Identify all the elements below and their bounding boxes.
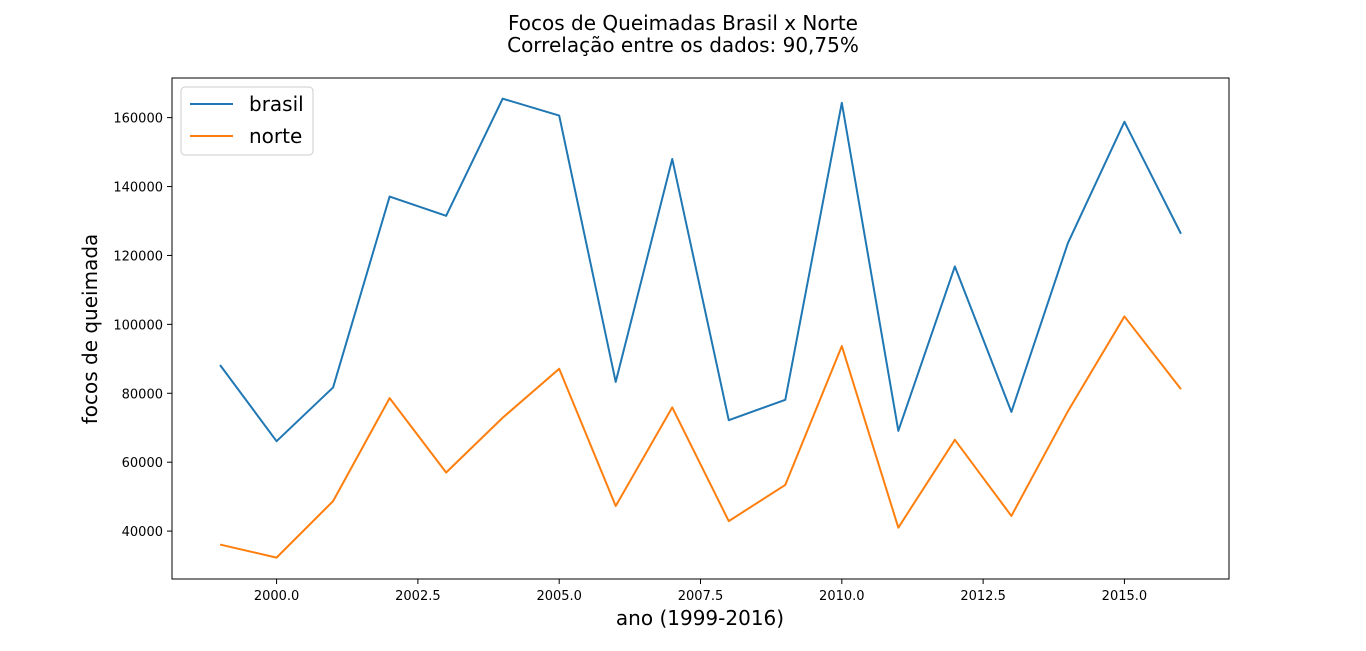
x-tick-label: 2005.0 xyxy=(536,589,582,604)
x-tick-label: 2002.5 xyxy=(395,589,441,604)
y-tick-label: 60000 xyxy=(122,456,163,471)
series-line-norte xyxy=(219,315,1182,559)
x-tick-label: 2010.0 xyxy=(819,589,865,604)
x-tick-label: 2000.0 xyxy=(254,589,300,604)
y-axis-ticks: 40000 60000 80000 100000 120000 140000 160000 xyxy=(113,112,172,540)
series-line-brasil xyxy=(219,97,1182,443)
y-tick-label: 100000 xyxy=(113,318,163,333)
y-axis-title: focos de queimada xyxy=(78,234,102,425)
y-tick-label: 80000 xyxy=(122,387,163,402)
y-tick-label: 160000 xyxy=(113,112,163,127)
x-tick-label: 2007.5 xyxy=(678,589,724,604)
x-tick-label: 2012.5 xyxy=(960,589,1006,604)
y-tick-label: 140000 xyxy=(113,181,163,196)
y-tick-label: 120000 xyxy=(113,249,163,264)
x-tick-label: 2015.0 xyxy=(1102,589,1148,604)
chart-subtitle: Correlação entre os dados: 90,75% xyxy=(507,33,859,57)
y-tick-label: 40000 xyxy=(122,525,163,540)
legend-label-brasil: brasil xyxy=(249,92,304,116)
legend: brasil norte xyxy=(180,86,314,156)
plot-background xyxy=(172,78,1229,579)
plot-area xyxy=(172,78,1229,579)
plot-frame xyxy=(171,77,1230,580)
x-axis-title: ano (1999-2016) xyxy=(616,606,784,630)
series-lines xyxy=(219,97,1182,559)
chart-title: Focos de Queimadas Brasil x Norte xyxy=(508,11,858,35)
legend-label-norte: norte xyxy=(249,124,302,148)
x-axis-ticks: 2000.0 2002.5 2005.0 2007.5 2010.0 2012.5 2015… xyxy=(254,579,1147,604)
